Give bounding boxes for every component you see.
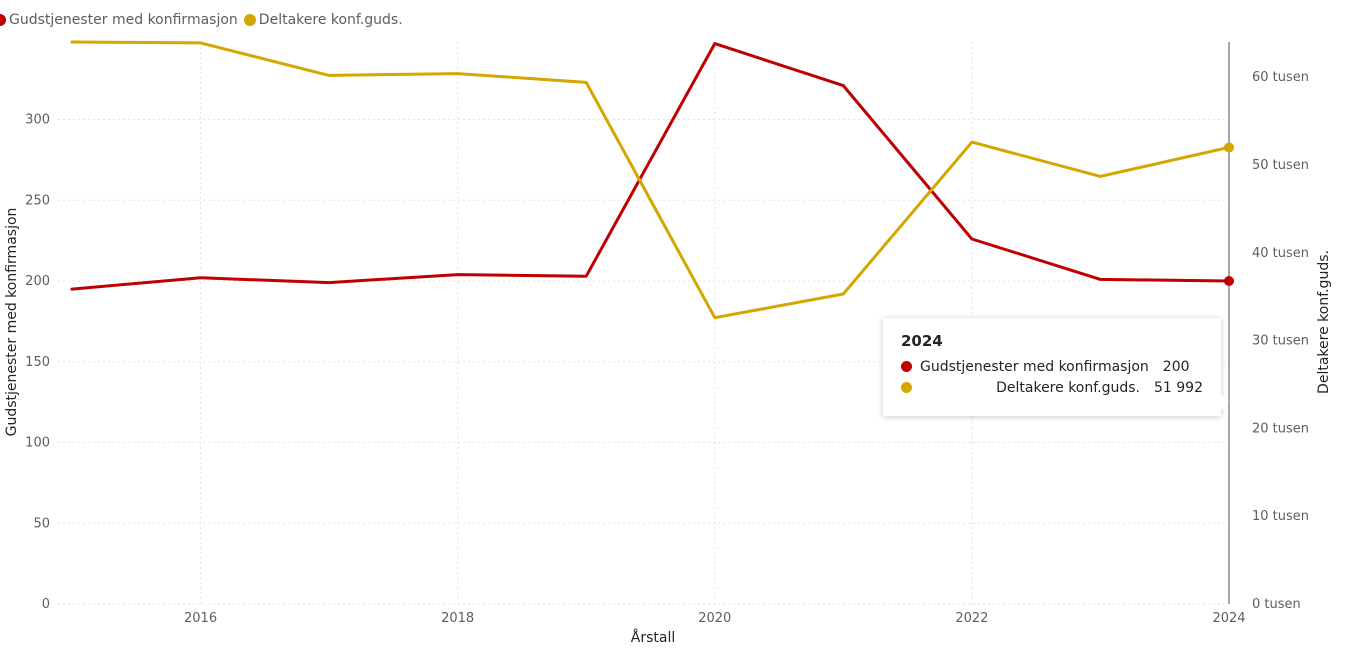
x-tick-label: 2024 xyxy=(1212,611,1245,626)
highlight-point-gudstjenester[interactable] xyxy=(1224,276,1234,287)
tooltip-arrow xyxy=(1221,394,1229,410)
y-axis-left-title: Gudstjenester med konfirmasjon xyxy=(4,208,20,437)
legend-marker-gudstjenester xyxy=(0,14,6,26)
y-left-tick-label: 100 xyxy=(25,436,50,451)
y-right-tick-label: 50 tusen xyxy=(1252,158,1309,173)
y-left-tick-label: 50 xyxy=(33,516,50,531)
legend-marker-deltakere xyxy=(243,14,256,26)
legend-label-gudstjenester: Gudstjenester med konfirmasjon xyxy=(9,12,238,28)
y-right-tick-label: 10 tusen xyxy=(1252,509,1309,524)
y-right-tick-label: 40 tusen xyxy=(1252,246,1309,261)
y-right-tick-label: 60 tusen xyxy=(1252,70,1309,85)
tooltip-dot-deltakere xyxy=(901,382,912,393)
x-tick-label: 2022 xyxy=(955,611,988,626)
x-axis-title: Årstall xyxy=(631,629,675,646)
tooltip-value-gudstjenester: 200 xyxy=(1162,358,1190,375)
legend-item-gudstjenester[interactable]: Gudstjenester med konfirmasjon xyxy=(0,12,238,28)
y-left-tick-label: 200 xyxy=(25,274,50,289)
tooltip-row-gudstjenester: Gudstjenester med konfirmasjon 200 xyxy=(901,356,1203,377)
y-left-tick-label: 250 xyxy=(25,193,50,208)
tooltip-label-gudstjenester: Gudstjenester med konfirmasjon xyxy=(920,358,1149,375)
legend-item-deltakere[interactable]: Deltakere konf.guds. xyxy=(243,12,403,28)
tooltip-row-deltakere: Deltakere konf.guds. 51 992 xyxy=(901,377,1203,398)
series-line-gudstjenester[interactable] xyxy=(70,42,1231,291)
tooltip-dot-gudstjenester xyxy=(901,361,912,372)
y-axis-right-title: Deltakere konf.guds. xyxy=(1316,250,1332,394)
x-tick-label: 2020 xyxy=(698,611,731,626)
tooltip-value-deltakere: 51 992 xyxy=(1154,379,1203,396)
tooltip-label-deltakere: Deltakere konf.guds. xyxy=(996,379,1140,396)
y-left-tick-label: 0 xyxy=(42,597,50,612)
x-tick-label: 2018 xyxy=(441,611,474,626)
tooltip-title: 2024 xyxy=(901,332,943,350)
y-right-tick-label: 30 tusen xyxy=(1252,334,1309,349)
highlight-point-deltakere[interactable] xyxy=(1224,142,1234,153)
y-left-tick-label: 150 xyxy=(25,355,50,370)
legend: Gudstjenester med konfirmasjon Deltakere… xyxy=(0,10,409,30)
series-line-deltakere[interactable] xyxy=(70,40,1231,320)
y-right-tick-label: 0 tusen xyxy=(1252,597,1301,612)
y-right-tick-label: 20 tusen xyxy=(1252,421,1309,436)
legend-label-deltakere: Deltakere konf.guds. xyxy=(258,12,403,28)
y-left-tick-label: 300 xyxy=(25,113,50,128)
x-tick-label: 2016 xyxy=(184,611,217,626)
data-tooltip: 2024 Gudstjenester med konfirmasjon 200 … xyxy=(883,318,1229,416)
